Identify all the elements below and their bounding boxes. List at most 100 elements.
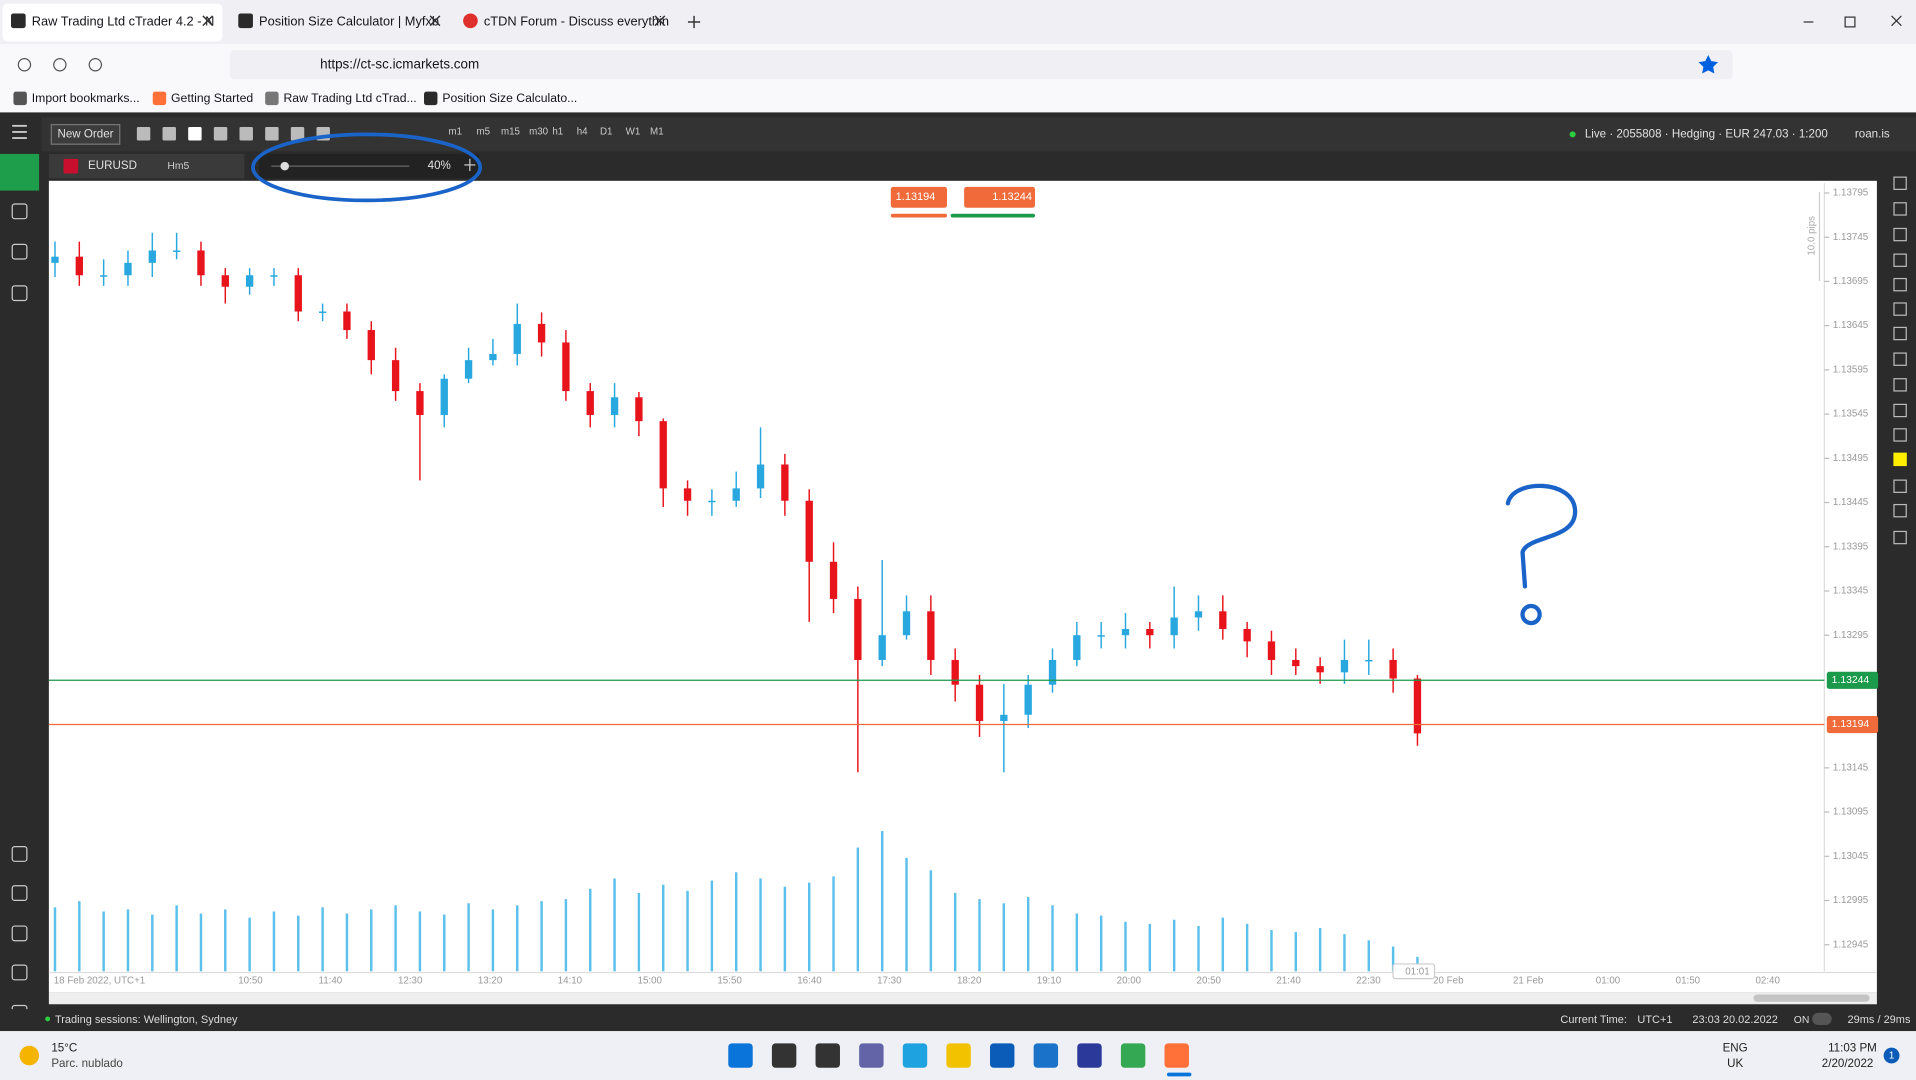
tool-icon[interactable]: [1893, 253, 1907, 267]
scrollbar-thumb[interactable]: [1753, 994, 1870, 1002]
sidebar-icon[interactable]: [11, 925, 28, 942]
bookmark[interactable]: Raw Trading Ltd cTrad...: [283, 91, 416, 105]
url[interactable]: https://ct-sc.icmarkets.com: [320, 56, 479, 71]
tab-title[interactable]: Position Size Calculator | Myfxb: [259, 13, 439, 28]
toolbar-icon[interactable]: [239, 127, 253, 141]
url-bar[interactable]: [229, 50, 1733, 80]
toolbar-icon[interactable]: [213, 127, 228, 141]
tab-title[interactable]: cTDN Forum - Discuss everythin: [484, 13, 669, 28]
tool-icon[interactable]: [1893, 479, 1907, 493]
tool-icon[interactable]: [1893, 452, 1907, 467]
toolbar-icon[interactable]: [290, 127, 305, 141]
taskbar-app[interactable]: [728, 1043, 753, 1068]
timeframe[interactable]: m1: [448, 127, 462, 138]
chart-area: [48, 180, 1877, 993]
annotation-question: [1505, 483, 1578, 589]
tool-icon[interactable]: [1893, 428, 1907, 442]
sidebar-icon[interactable]: [11, 243, 28, 260]
toolbar-icon[interactable]: [188, 127, 202, 141]
tool-icon[interactable]: [1893, 302, 1907, 316]
tool-icon[interactable]: [1893, 503, 1907, 518]
latency: 29ms / 29ms: [1848, 1014, 1911, 1026]
chart-timeframe[interactable]: Hm5: [167, 161, 189, 172]
volume-bar: [224, 909, 227, 972]
volume-bar: [905, 857, 908, 972]
sell-button[interactable]: [890, 186, 948, 208]
bookmark[interactable]: Getting Started: [171, 91, 253, 105]
timezone[interactable]: UTC+1: [1637, 1014, 1672, 1026]
current-time: 23:03 20.02.2022: [1692, 1014, 1778, 1026]
taskbar-app[interactable]: [1120, 1043, 1146, 1068]
bookmark[interactable]: Import bookmarks...: [32, 91, 140, 105]
region: UK: [1727, 1057, 1743, 1070]
buy-price[interactable]: 1.13244: [992, 191, 1032, 203]
zoom-thumb[interactable]: [280, 161, 289, 171]
tool-icon[interactable]: [1893, 378, 1907, 392]
taskbar-app[interactable]: [815, 1043, 840, 1068]
new-order-button[interactable]: [50, 124, 121, 145]
tool-icon[interactable]: [1893, 352, 1907, 366]
timeframe[interactable]: m15: [501, 127, 521, 138]
timeframe[interactable]: M1: [650, 127, 664, 138]
candle-body: [562, 342, 570, 392]
taskbar-app[interactable]: [1164, 1043, 1189, 1068]
notification-badge[interactable]: [1883, 1047, 1900, 1064]
tab-title[interactable]: Raw Trading Ltd cTrader 4.2 - N: [32, 13, 215, 28]
taskbar-app[interactable]: [1033, 1043, 1059, 1068]
candle-body: [489, 353, 497, 361]
taskbar-app[interactable]: [859, 1043, 884, 1068]
taskbar-app[interactable]: [946, 1043, 971, 1068]
candle-body: [318, 311, 327, 313]
timeframe[interactable]: m30: [529, 127, 549, 138]
tool-icon[interactable]: [1893, 176, 1907, 190]
taskbar-app[interactable]: [1077, 1043, 1102, 1068]
nav-button[interactable]: [53, 58, 67, 72]
sidebar-active[interactable]: [0, 153, 40, 191]
toolbar-icon[interactable]: [162, 127, 176, 141]
sidebar-icon[interactable]: [11, 964, 28, 981]
candle-body: [51, 256, 59, 263]
nav-button[interactable]: [88, 58, 103, 72]
tab-active[interactable]: [2, 3, 223, 42]
taskbar-app[interactable]: [902, 1043, 928, 1068]
toolbar-icon[interactable]: [265, 127, 279, 141]
tab-bar: [0, 0, 1916, 44]
tool-icon[interactable]: [1893, 403, 1907, 418]
nav-button[interactable]: [17, 58, 32, 72]
y-tick-label: 1.13645: [1833, 320, 1869, 331]
sidebar-icon[interactable]: [11, 885, 28, 902]
user[interactable]: roan.is: [1855, 127, 1890, 140]
bookmark[interactable]: Position Size Calculato...: [442, 91, 577, 105]
notifications[interactable]: 1: [1889, 1051, 1894, 1062]
taskbar-app[interactable]: [771, 1043, 797, 1068]
volume-bar: [1197, 925, 1200, 972]
timeframe[interactable]: m5: [477, 127, 491, 138]
timeframe[interactable]: W1: [626, 127, 641, 138]
tool-icon[interactable]: [1893, 530, 1907, 545]
sidebar-icon[interactable]: [11, 203, 28, 220]
tool-icon[interactable]: [1893, 277, 1907, 292]
tool-icon[interactable]: [1893, 326, 1907, 341]
x-tick-label: 18:20: [957, 976, 982, 987]
candle-body: [1146, 629, 1154, 636]
taskbar-app[interactable]: [990, 1043, 1015, 1068]
symbol[interactable]: EURUSD: [88, 159, 137, 172]
status-dot: [1569, 131, 1576, 138]
toolbar-icon[interactable]: [136, 127, 151, 141]
volume-bar: [832, 876, 835, 972]
account[interactable]: Live · 2055808 · Hedging · EUR 247.03 · …: [1585, 127, 1828, 140]
tool-icon[interactable]: [1893, 202, 1907, 216]
timeframe[interactable]: h1: [552, 127, 563, 138]
timeframe[interactable]: D1: [600, 127, 612, 138]
new-order[interactable]: New Order: [58, 127, 114, 140]
sidebar-icon[interactable]: [11, 285, 28, 302]
timeframe[interactable]: h4: [577, 127, 588, 138]
toggle[interactable]: ON: [1794, 1015, 1810, 1026]
volume-bar: [856, 847, 860, 972]
tool-icon[interactable]: [1893, 227, 1907, 242]
buy-button[interactable]: [964, 186, 1035, 208]
x-tick-label: 02:40: [1755, 976, 1780, 987]
sell-price[interactable]: 1.13194: [896, 191, 936, 203]
sidebar-icon[interactable]: [11, 846, 28, 862]
toggle-switch[interactable]: [1812, 1012, 1832, 1026]
